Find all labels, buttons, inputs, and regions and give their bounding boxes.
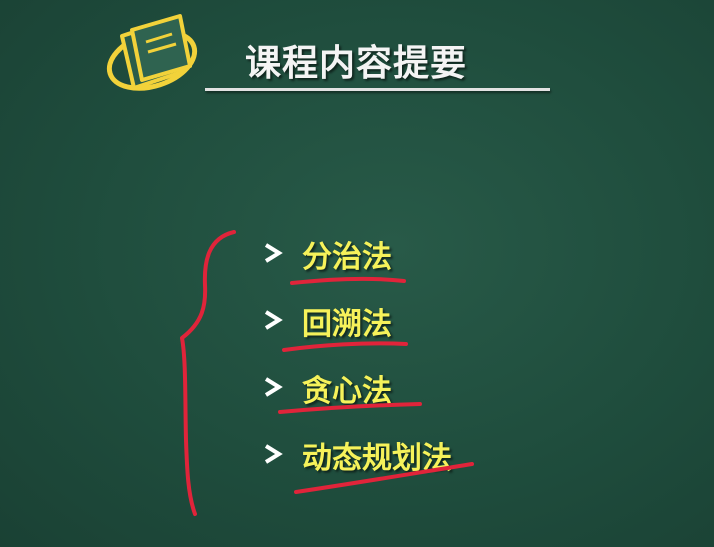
title-underline xyxy=(205,88,550,91)
topic-label: 回溯法 xyxy=(302,307,392,342)
document-stack-icon xyxy=(106,14,198,91)
page-title: 课程内容提要 xyxy=(245,43,468,84)
chevron-right-icon xyxy=(264,310,283,330)
topic-label: 贪心法 xyxy=(302,374,392,409)
chevron-right-icon xyxy=(264,377,283,397)
chevron-right-icon xyxy=(264,444,283,464)
topic-label: 分治法 xyxy=(302,240,392,275)
chevron-right-icon xyxy=(264,243,283,263)
